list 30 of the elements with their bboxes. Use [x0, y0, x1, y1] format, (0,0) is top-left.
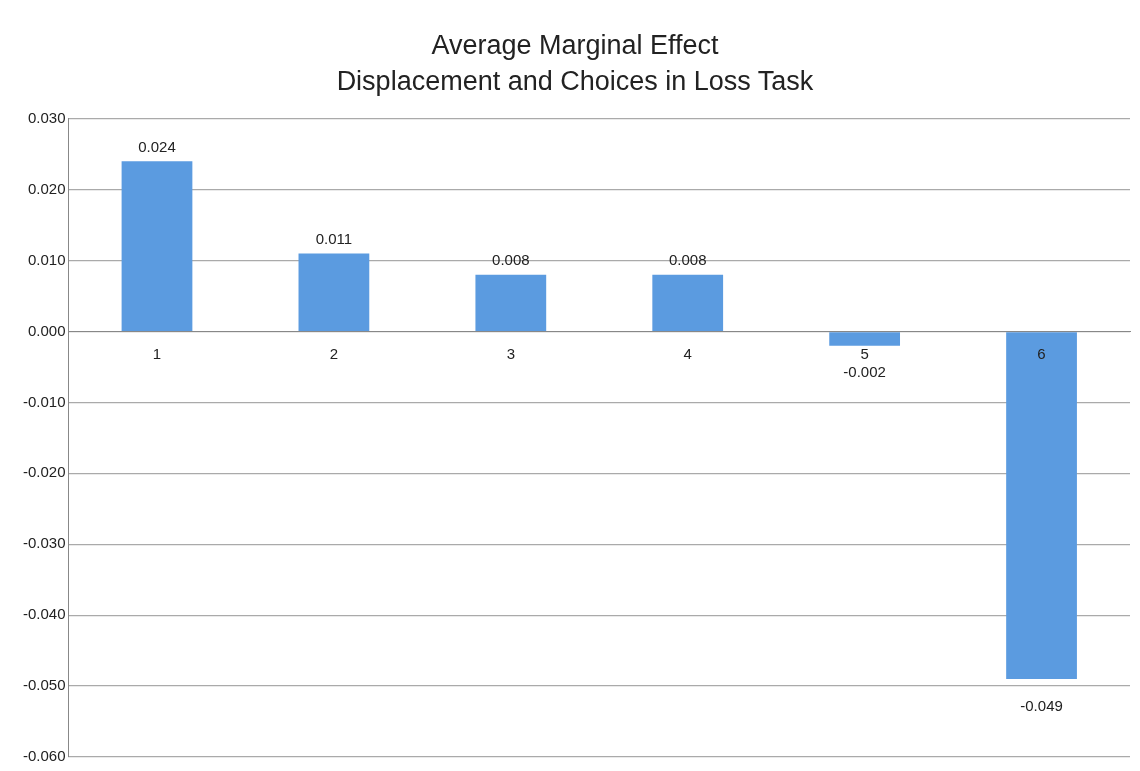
bar	[475, 274, 547, 331]
data-label: 0.008	[492, 251, 530, 269]
x-tick-label: 3	[506, 344, 515, 362]
y-tick-label: -0.040	[22, 605, 66, 623]
x-tick-label: 5	[860, 344, 869, 362]
data-label: 0.024	[138, 137, 176, 155]
x-tick-label: 6	[1037, 344, 1046, 362]
y-tick-label: 0.020	[27, 179, 66, 197]
y-tick-label: 0.010	[27, 250, 66, 268]
x-tick-label: 1	[152, 344, 162, 362]
x-tick-label: 2	[329, 344, 339, 362]
bar	[298, 253, 370, 331]
bar	[652, 274, 724, 331]
data-label: -0.002	[843, 363, 886, 381]
data-label: 0.011	[315, 230, 353, 248]
bar	[1006, 332, 1077, 679]
data-label: -0.049	[1020, 696, 1063, 714]
y-tick-label: -0.060	[22, 747, 66, 765]
y-tick-label: -0.050	[22, 676, 66, 694]
data-label: 0.008	[668, 251, 707, 269]
bar	[121, 161, 193, 331]
y-tick-label: -0.020	[22, 463, 66, 481]
y-tick-label: 0.030	[27, 108, 66, 126]
chart-title: Average Marginal Effect	[431, 29, 720, 60]
bar	[829, 332, 901, 346]
y-tick-label: -0.030	[22, 534, 66, 552]
chart-subtitle: Displacement and Choices in Loss Task	[336, 66, 814, 97]
y-tick-label: -0.010	[22, 392, 66, 410]
y-tick-label: 0.000	[27, 321, 66, 339]
x-tick-label: 4	[683, 344, 692, 362]
